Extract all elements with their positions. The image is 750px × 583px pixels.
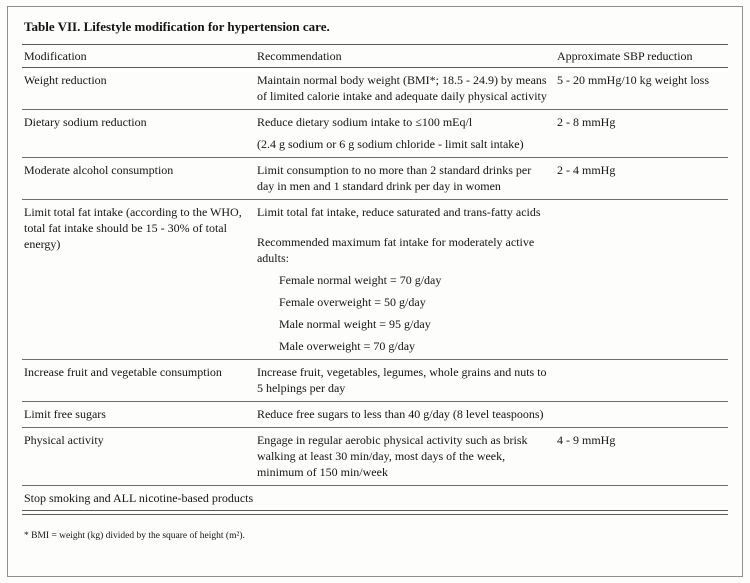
table-row: Physical activity Engage in regular aero… bbox=[22, 427, 728, 486]
cell-modification: Moderate alcohol consumption bbox=[22, 157, 255, 200]
cell-recommendation: Limit consumption to no more than 2 stan… bbox=[254, 157, 556, 200]
cell-recommendation: Reduce dietary sodium intake to ≤100 mEq… bbox=[254, 109, 556, 158]
cell-recommendation: Reduce free sugars to less than 40 g/day… bbox=[254, 401, 556, 428]
cell-recommendation: Maintain normal body weight (BMI*; 18.5 … bbox=[254, 67, 556, 110]
table-row: Limit total fat intake (according to the… bbox=[22, 199, 728, 360]
cell-sbp-reduction: 2 - 8 mmHg bbox=[555, 109, 728, 158]
cell-modification: Physical activity bbox=[22, 427, 255, 486]
header-row: Modification Recommendation Approximate … bbox=[22, 44, 728, 68]
cell-modification: Weight reduction bbox=[22, 67, 255, 110]
cell-modification: Increase fruit and vegetable consumption bbox=[22, 359, 255, 402]
table-row: Moderate alcohol consumption Limit consu… bbox=[22, 157, 728, 200]
cell-sbp-reduction: 4 - 9 mmHg bbox=[555, 427, 728, 486]
fat-intake-item: Male normal weight = 95 g/day bbox=[278, 317, 431, 331]
cell-recommendation: Engage in regular aerobic physical activ… bbox=[254, 427, 556, 486]
col-header-recommendation: Recommendation bbox=[254, 44, 556, 68]
col-header-modification: Modification bbox=[22, 44, 255, 68]
bottom-rule bbox=[22, 514, 728, 515]
recommendation-paragraph: Limit consumption to no more than 2 stan… bbox=[256, 163, 532, 193]
recommendation-paragraph: Reduce dietary sodium intake to ≤100 mEq… bbox=[256, 115, 473, 129]
table-title: Table VII. Lifestyle modification for hy… bbox=[24, 19, 330, 34]
recommendation-paragraph: (2.4 g sodium or 6 g sodium chloride - l… bbox=[256, 137, 524, 151]
table-row: Weight reduction Maintain normal body we… bbox=[22, 67, 728, 110]
cell-modification: Limit free sugars bbox=[22, 401, 255, 428]
recommendation-paragraph: Increase fruit, vegetables, legumes, who… bbox=[256, 365, 547, 395]
cell-sbp-reduction bbox=[555, 401, 728, 428]
lifestyle-modification-table: Modification Recommendation Approximate … bbox=[22, 44, 728, 511]
recommendation-paragraph: Reduce free sugars to less than 40 g/day… bbox=[256, 407, 544, 421]
recommendation-paragraph: Engage in regular aerobic physical activ… bbox=[256, 433, 528, 479]
table-row: Dietary sodium reduction Reduce dietary … bbox=[22, 109, 728, 158]
table-row-stop-smoking: Stop smoking and ALL nicotine-based prod… bbox=[22, 485, 728, 511]
recommendation-paragraph: Recommended maximum fat intake for moder… bbox=[256, 235, 535, 265]
table-figure: Table VII. Lifestyle modification for hy… bbox=[7, 6, 743, 577]
recommendation-paragraph: Limit total fat intake, reduce saturated… bbox=[256, 205, 541, 219]
cell-sbp-reduction: 5 - 20 mmHg/10 kg weight loss bbox=[555, 67, 728, 110]
table-row: Limit free sugars Reduce free sugars to … bbox=[22, 401, 728, 428]
cell-recommendation: Increase fruit, vegetables, legumes, who… bbox=[254, 359, 556, 402]
recommendation-paragraph: Maintain normal body weight (BMI*; 18.5 … bbox=[256, 73, 547, 103]
col-header-sbp-reduction: Approximate SBP reduction bbox=[555, 44, 728, 68]
fat-intake-item: Male overweight = 70 g/day bbox=[278, 339, 416, 353]
footnote: * BMI = weight (kg) divided by the squar… bbox=[24, 531, 245, 541]
cell-sbp-reduction bbox=[555, 359, 728, 402]
fat-intake-item: Female overweight = 50 g/day bbox=[278, 295, 426, 309]
stop-smoking-text: Stop smoking and ALL nicotine-based prod… bbox=[22, 485, 728, 511]
fat-intake-item: Female normal weight = 70 g/day bbox=[278, 273, 442, 287]
cell-recommendation: Limit total fat intake, reduce saturated… bbox=[254, 199, 556, 360]
table-row: Increase fruit and vegetable consumption… bbox=[22, 359, 728, 402]
cell-sbp-reduction: 2 - 4 mmHg bbox=[555, 157, 728, 200]
cell-modification: Limit total fat intake (according to the… bbox=[22, 199, 255, 360]
cell-modification: Dietary sodium reduction bbox=[22, 109, 255, 158]
cell-sbp-reduction bbox=[555, 199, 728, 360]
